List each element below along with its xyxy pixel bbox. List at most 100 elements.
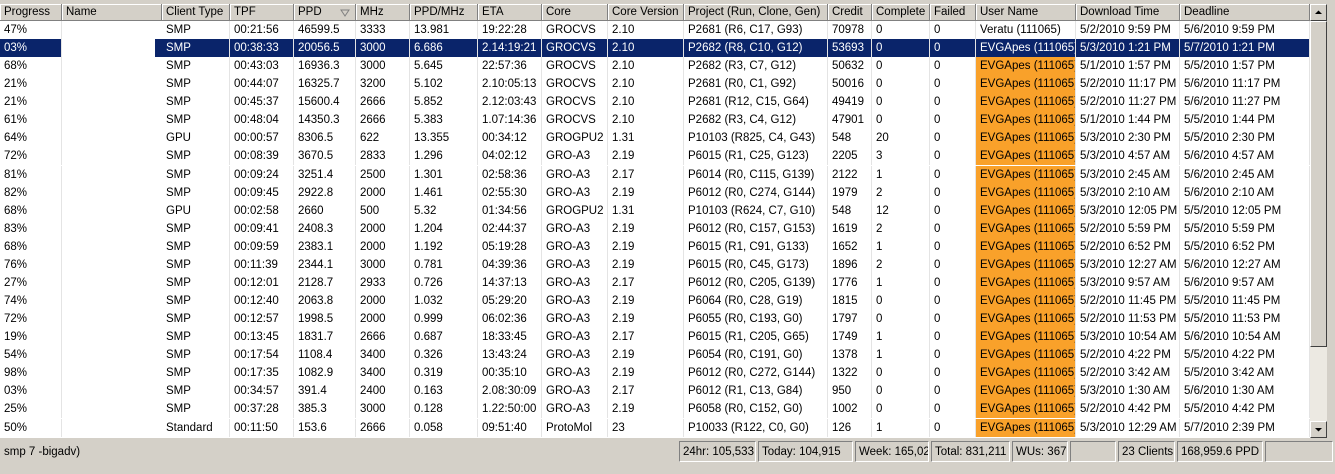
grid-cell: 0: [930, 57, 976, 76]
grid-cell: GRO-A3: [542, 346, 608, 365]
grid-cell: 5/6/2010 10:54 AM: [1180, 328, 1310, 347]
grid-row[interactable]: 81% SMP 00:09:24 3251.4 2500 1.301 02:58:36 GRO…: [0, 165, 1310, 184]
grid-cell: 1776: [828, 273, 872, 292]
grid-cell: 1749: [828, 328, 872, 347]
grid-row[interactable]: 21% SMP 00:44:07 16325.7 3200 5.102 2.10:05:13…: [0, 75, 1310, 94]
grid-cell: EVGApes (111065): [976, 237, 1076, 256]
grid-cell: 1: [872, 165, 930, 184]
grid-cell: 2000: [356, 183, 410, 202]
grid-row[interactable]: 68% GPU 00:02:58 2660 500 5.32 01:34:56 GROGPU2…: [0, 201, 1310, 220]
grid-cell: GRO-A3: [542, 310, 608, 329]
column-header[interactable]: ETA: [478, 4, 542, 21]
grid-cell: P6015 (R1, C205, G65): [684, 328, 828, 347]
grid-cell: 5/3/2010 12:05 PM: [1076, 201, 1180, 220]
grid-cell: 5/6/2010 9:59 PM: [1180, 21, 1310, 39]
column-header[interactable]: PPD: [294, 4, 356, 21]
grid-cell: 2.17: [608, 328, 684, 347]
grid-cell: EVGApes (111065): [976, 273, 1076, 292]
grid-row[interactable]: 61% SMP 00:48:04 14350.3 2666 5.383 1.07:14:36…: [0, 111, 1310, 130]
grid-cell: 5/2/2010 11:27 PM: [1076, 93, 1180, 112]
grid-cell: 1002: [828, 400, 872, 419]
grid-cell: 54%: [0, 346, 62, 365]
grid-cell: 6.686: [410, 39, 478, 58]
column-header[interactable]: Credit: [828, 4, 872, 21]
grid-cell: 5/7/2010 1:21 PM: [1180, 39, 1310, 58]
grid-cell: P10033 (R122, C0, G0): [684, 418, 828, 437]
grid-row[interactable]: 68% SMP 00:43:03 16936.3 3000 5.645 22:57:36 GR…: [0, 57, 1310, 76]
grid-cell: 0: [930, 346, 976, 365]
column-header[interactable]: Core Version: [608, 4, 684, 21]
grid-cell: 83%: [0, 219, 62, 238]
column-header[interactable]: User Name: [976, 4, 1076, 21]
name-cell: [62, 273, 155, 292]
column-header[interactable]: TPF: [230, 4, 294, 21]
scroll-up[interactable]: [1310, 4, 1327, 21]
grid-row[interactable]: 72% SMP 00:12:57 1998.5 2000 0.999 06:02:36 GRO…: [0, 310, 1310, 329]
grid-row[interactable]: 25% SMP 00:37:28 385.3 3000 0.128 1.22:50:00 GR…: [0, 400, 1310, 419]
column-header[interactable]: Progress: [0, 4, 62, 21]
grid-row[interactable]: 54% SMP 00:17:54 1108.4 3400 0.326 13:43:24 GRO…: [0, 346, 1310, 365]
grid-row[interactable]: 19% SMP 00:13:45 1831.7 2666 0.687 18:33:45 GRO…: [0, 328, 1310, 347]
grid-row[interactable]: 27% SMP 00:12:01 2128.7 2933 0.726 14:37:13 GRO…: [0, 273, 1310, 292]
grid-row[interactable]: 82% SMP 00:09:45 2922.8 2000 1.461 02:55:30 GRO…: [0, 183, 1310, 202]
grid-row[interactable]: 72% SMP 00:08:39 3670.5 2833 1.296 04:02:12 GRO…: [0, 147, 1310, 166]
grid-row[interactable]: 68% SMP 00:09:59 2383.1 2000 1.192 05:19:28 GRO…: [0, 237, 1310, 256]
grid-cell: P2682 (R8, C10, G12): [684, 39, 828, 58]
grid-row[interactable]: 03% SMP 00:34:57 391.4 2400 0.163 2.08:30:09 GR…: [0, 382, 1310, 401]
grid-row[interactable]: 50% Standard 00:11:50 153.6 2666 0.058 09:51:4…: [0, 418, 1310, 437]
grid-row[interactable]: 03% SMP 00:38:33 20056.5 3000 6.686 2.14:19:21…: [0, 39, 1310, 58]
grid-cell: 00:09:45: [230, 183, 294, 202]
scrollbar[interactable]: [1310, 4, 1327, 438]
grid-row[interactable]: 76% SMP 00:11:39 2344.1 3000 0.781 04:39:36 GRO…: [0, 255, 1310, 274]
grid-cell: 00:37:28: [230, 400, 294, 419]
grid-cell: 5/3/2010 10:54 AM: [1076, 328, 1180, 347]
grid-row[interactable]: 83% SMP 00:09:41 2408.3 2000 1.204 02:44:37 GRO…: [0, 219, 1310, 238]
grid-cell: 0.163: [410, 382, 478, 401]
grid-cell: 2500: [356, 165, 410, 184]
grid-cell: 0: [930, 93, 976, 112]
grid-cell: 2: [872, 183, 930, 202]
column-header[interactable]: Failed: [930, 4, 976, 21]
grid-cell: 5/6/2010 1:30 AM: [1180, 382, 1310, 401]
column-header[interactable]: Core: [542, 4, 608, 21]
grid-cell: 2.10: [608, 21, 684, 39]
grid-cell: 2.10: [608, 75, 684, 94]
scroll-down[interactable]: [1310, 421, 1327, 438]
grid-row[interactable]: 21% SMP 00:45:37 15600.4 2666 5.852 2.12:03:43…: [0, 93, 1310, 112]
grid-cell: 1815: [828, 292, 872, 311]
name-cell: [62, 364, 155, 383]
column-header[interactable]: Complete: [872, 4, 930, 21]
grid-cell: 5/5/2010 3:42 AM: [1180, 364, 1310, 383]
grid-cell: 00:00:57: [230, 129, 294, 148]
grid-cell: P10103 (R825, C4, G43): [684, 129, 828, 148]
grid-cell: 21%: [0, 75, 62, 94]
column-header[interactable]: Name: [62, 4, 162, 21]
grid-cell: 2128.7: [294, 273, 356, 292]
grid-cell: 53693: [828, 39, 872, 58]
scroll-thumb[interactable]: [1310, 21, 1327, 347]
column-header[interactable]: Client Type: [162, 4, 230, 21]
grid-cell: 04:02:12: [478, 147, 542, 166]
grid-cell: 13.355: [410, 129, 478, 148]
grid-cell: 0: [872, 111, 930, 130]
grid-cell: 5/7/2010 2:39 PM: [1180, 418, 1310, 437]
column-header[interactable]: Deadline: [1180, 4, 1310, 21]
column-header[interactable]: Project (Run, Clone, Gen): [684, 4, 828, 21]
column-header[interactable]: Download Time: [1076, 4, 1180, 21]
grid-cell: 70978: [828, 21, 872, 39]
grid-cell: 5/5/2010 12:05 PM: [1180, 201, 1310, 220]
grid-cell: 00:43:03: [230, 57, 294, 76]
column-header[interactable]: MHz: [356, 4, 410, 21]
grid-cell: 02:58:36: [478, 165, 542, 184]
grid-cell: EVGApes (111065): [976, 219, 1076, 238]
grid-row[interactable]: 47% SMP 00:21:56 46599.5 3333 13.981 19:22:28 G…: [0, 21, 1310, 39]
grid-row[interactable]: 64% GPU 00:00:57 8306.5 622 13.355 00:34:12 GRO…: [0, 129, 1310, 148]
grid-cell: SMP: [162, 183, 230, 202]
grid-row[interactable]: 74% SMP 00:12:40 2063.8 2000 1.032 05:29:20 GRO…: [0, 292, 1310, 311]
grid-cell: 03%: [0, 382, 62, 401]
grid-cell: P6012 (R0, C272, G144): [684, 364, 828, 383]
grid-cell: GROCVS: [542, 93, 608, 112]
column-header[interactable]: PPD/MHz: [410, 4, 478, 21]
grid-row[interactable]: 98% SMP 00:17:35 1082.9 3400 0.319 00:35:10 GRO…: [0, 364, 1310, 383]
status-bar: smp 7 -bigadv) 24hr: 105,533 Today: 104,9…: [0, 441, 1335, 463]
